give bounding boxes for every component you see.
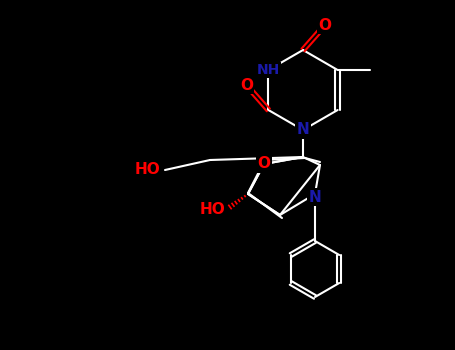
- Text: N: N: [308, 189, 321, 204]
- Text: HO: HO: [199, 203, 225, 217]
- Text: N: N: [297, 122, 309, 138]
- Text: O: O: [240, 77, 253, 92]
- Text: NH: NH: [257, 63, 280, 77]
- Text: HO: HO: [134, 162, 160, 177]
- Text: O: O: [318, 18, 332, 33]
- Text: O: O: [258, 156, 271, 172]
